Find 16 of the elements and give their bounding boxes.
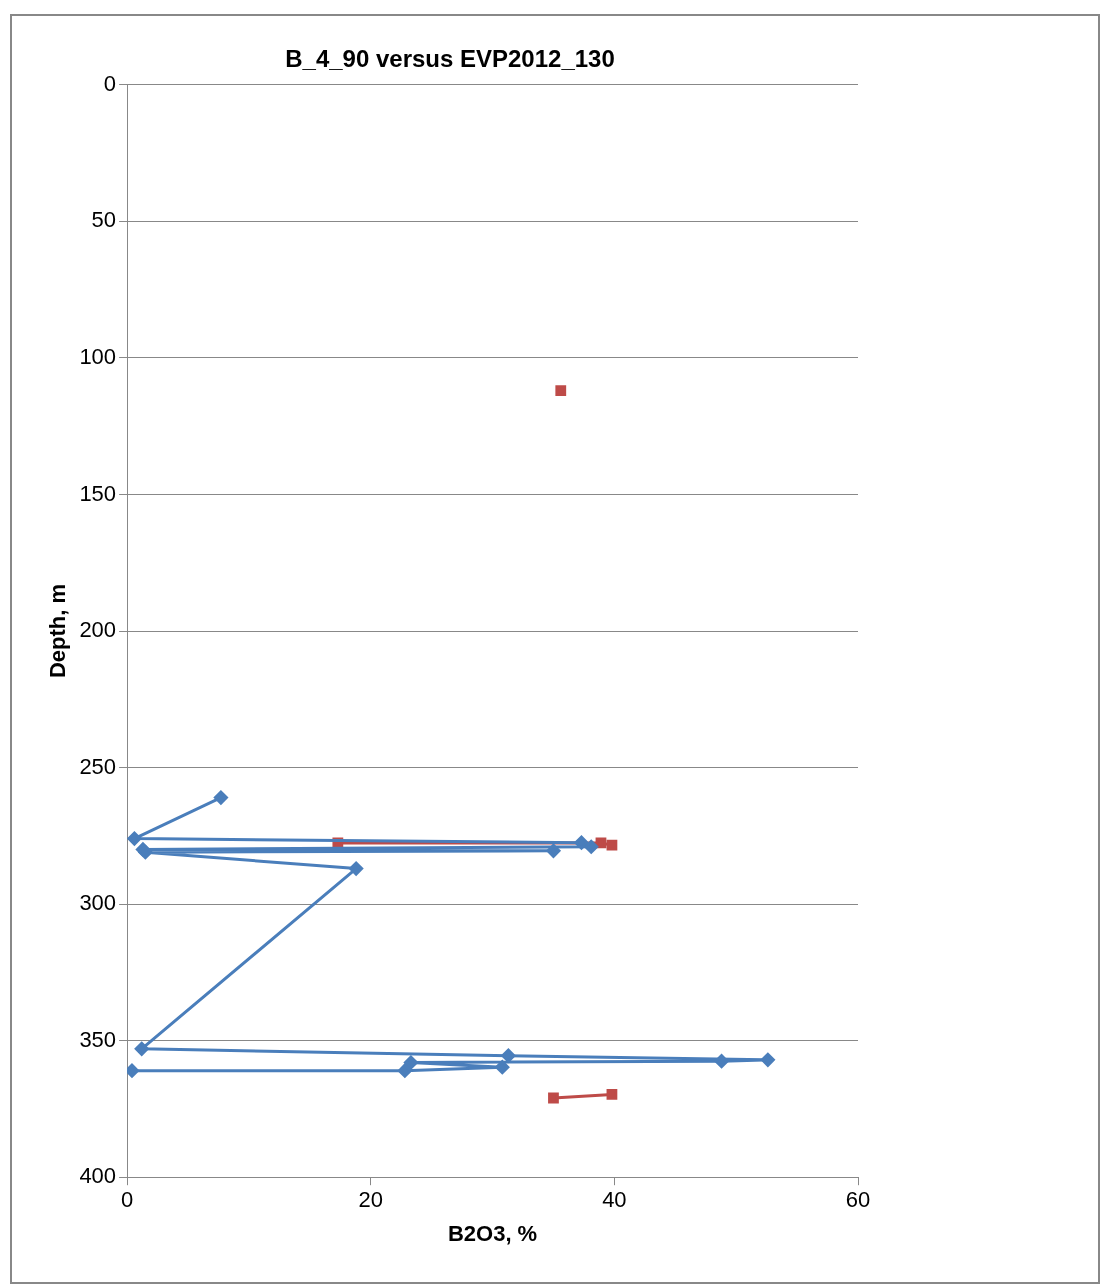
x-tick-label: 60 (845, 1187, 871, 1213)
y-tick-label: 300 (79, 890, 117, 916)
y-tick-label: 200 (79, 617, 117, 643)
x-tick-label: 40 (602, 1187, 627, 1213)
x-tick-label: 20 (358, 1187, 383, 1213)
y-tick-label: 400 (79, 1163, 117, 1189)
y-tick-label: 100 (79, 343, 117, 369)
x-tick-label: 0 (120, 1187, 134, 1213)
y-tick-label: 150 (79, 480, 117, 506)
y-tick-label: 50 (91, 207, 117, 233)
y-tick-label: 0 (103, 70, 117, 96)
y-tick-label: 350 (79, 1026, 117, 1052)
chart-title: B_4_90 versus EVP2012_130 (285, 45, 615, 73)
y-axis-title: Depth, m (45, 583, 71, 679)
x-axis-title: B2O3, % (447, 1220, 538, 1246)
y-tick-label: 250 (79, 753, 117, 779)
